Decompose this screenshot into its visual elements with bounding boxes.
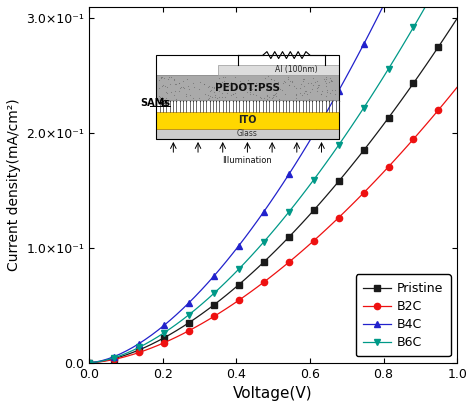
B2C [192,325,198,330]
Line: B6C: B6C [86,0,460,366]
B2C [317,233,323,237]
Pristine [86,360,92,365]
Legend: Pristine, B2C, B4C, B6C: Pristine, B2C, B4C, B6C [356,275,451,357]
Y-axis label: Current density(mA/cm²): Current density(mA/cm²) [7,98,21,271]
B4C [192,294,198,299]
B6C [317,169,323,174]
B6C [211,291,217,296]
B2C [180,331,186,336]
B4C [86,360,92,365]
B2C [211,314,217,319]
Pristine [317,201,323,206]
B2C [149,346,155,350]
B6C [180,317,186,322]
Pristine [454,16,460,21]
B2C [454,85,460,90]
B6C [205,297,210,302]
B2C [86,360,92,365]
B6C [86,360,92,365]
Pristine [149,342,155,347]
B4C [149,333,155,337]
Pristine [192,316,198,321]
Pristine [180,324,186,329]
B4C [211,273,217,278]
B6C [192,307,198,312]
B4C [180,306,186,311]
Line: Pristine: Pristine [86,15,460,366]
B2C [205,318,210,323]
B6C [149,338,155,343]
Line: B4C: B4C [86,0,460,366]
B4C [317,121,323,126]
X-axis label: Voltage(V): Voltage(V) [233,386,313,401]
Pristine [211,302,217,307]
Line: B2C: B2C [86,84,460,366]
B4C [205,281,210,286]
Pristine [205,307,210,312]
